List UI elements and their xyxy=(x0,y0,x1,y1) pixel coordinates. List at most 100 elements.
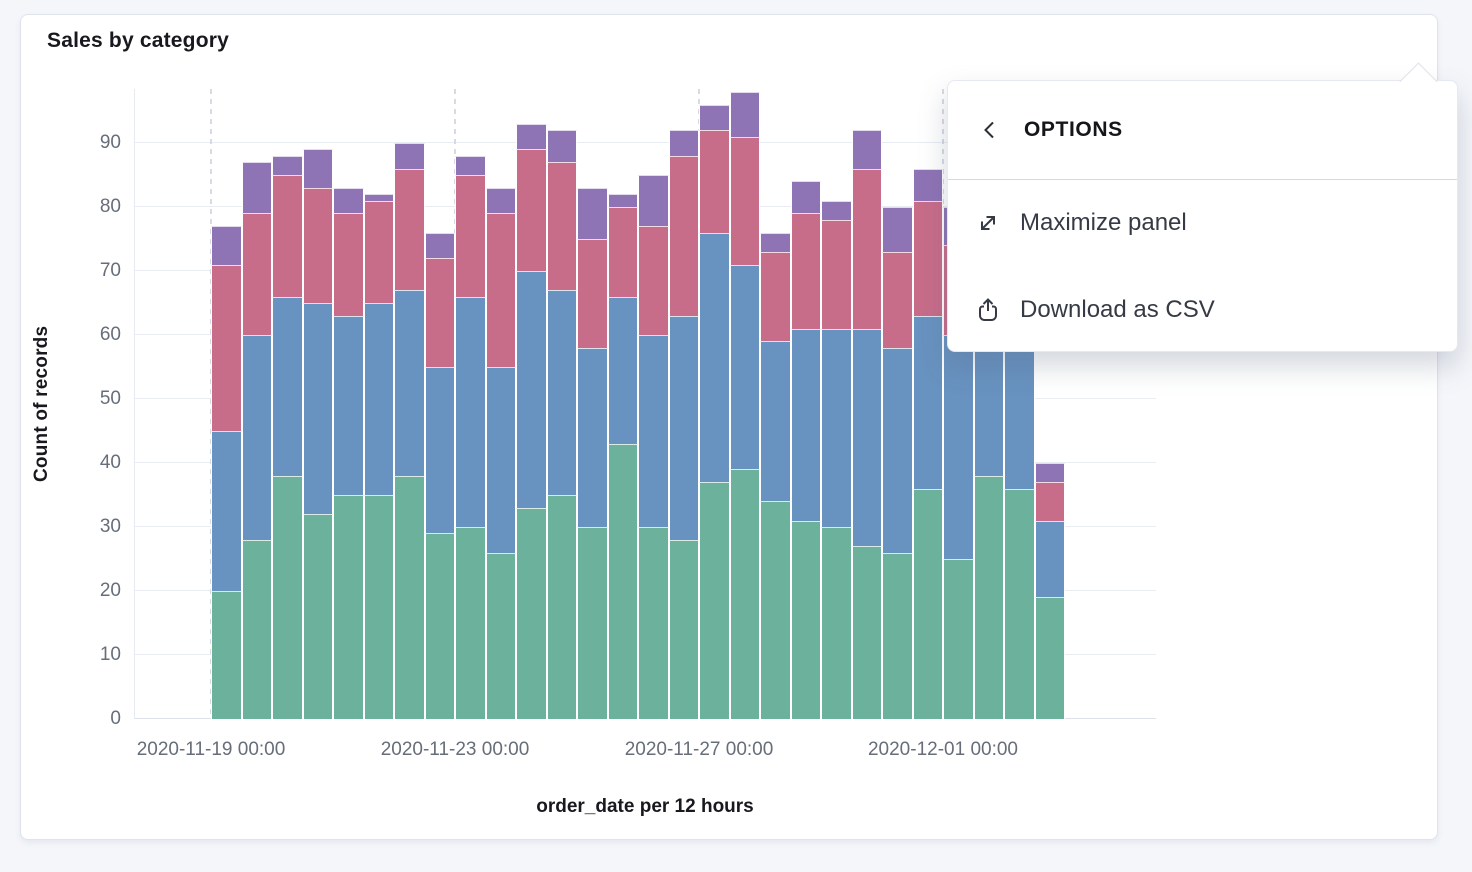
bar-segment-purple[interactable] xyxy=(272,155,303,176)
bar-segment-blue[interactable] xyxy=(241,335,272,540)
bar-segment-red[interactable] xyxy=(485,213,516,368)
bar-segment-green[interactable] xyxy=(516,507,547,719)
bar-segment-green[interactable] xyxy=(638,527,669,719)
bar-segment-blue[interactable] xyxy=(516,271,547,508)
bar-segment-purple[interactable] xyxy=(485,187,516,214)
bar-column[interactable] xyxy=(272,155,303,719)
bar-segment-red[interactable] xyxy=(241,213,272,336)
bar-segment-blue[interactable] xyxy=(882,347,913,553)
bar-column[interactable] xyxy=(241,162,272,719)
bar-segment-purple[interactable] xyxy=(882,207,913,252)
bar-segment-red[interactable] xyxy=(424,258,455,368)
bar-segment-blue[interactable] xyxy=(607,296,638,444)
bar-segment-green[interactable] xyxy=(211,591,242,719)
bar-segment-red[interactable] xyxy=(912,200,943,316)
bar-segment-blue[interactable] xyxy=(424,367,455,534)
bar-segment-blue[interactable] xyxy=(302,303,333,515)
bar-segment-purple[interactable] xyxy=(546,130,577,163)
bar-segment-blue[interactable] xyxy=(272,296,303,476)
bar-segment-red[interactable] xyxy=(851,168,882,329)
bar-column[interactable] xyxy=(516,123,547,719)
bar-column[interactable] xyxy=(638,175,669,719)
bar-segment-green[interactable] xyxy=(821,527,852,719)
context-menu-back-button[interactable]: OPTIONS xyxy=(948,81,1457,179)
bar-column[interactable] xyxy=(882,207,913,719)
bar-segment-purple[interactable] xyxy=(211,226,242,265)
bar-segment-red[interactable] xyxy=(455,175,486,297)
bar-segment-red[interactable] xyxy=(607,207,638,297)
bar-segment-red[interactable] xyxy=(1034,482,1065,521)
bar-segment-blue[interactable] xyxy=(821,328,852,527)
bar-segment-green[interactable] xyxy=(607,443,638,719)
bar-column[interactable] xyxy=(668,130,699,719)
bar-segment-green[interactable] xyxy=(699,482,730,719)
bar-segment-purple[interactable] xyxy=(607,194,638,208)
bar-column[interactable] xyxy=(302,149,333,719)
bar-segment-green[interactable] xyxy=(455,527,486,719)
bar-segment-red[interactable] xyxy=(638,226,669,335)
bar-segment-purple[interactable] xyxy=(668,130,699,156)
bar-column[interactable] xyxy=(699,104,730,719)
bar-segment-green[interactable] xyxy=(790,520,821,719)
bar-segment-blue[interactable] xyxy=(943,335,974,559)
bar-column[interactable] xyxy=(821,200,852,719)
bar-column[interactable] xyxy=(912,168,943,719)
bar-segment-purple[interactable] xyxy=(729,91,760,137)
bar-segment-purple[interactable] xyxy=(333,187,364,214)
bar-segment-purple[interactable] xyxy=(241,162,272,214)
bar-segment-blue[interactable] xyxy=(729,264,760,470)
bar-column[interactable] xyxy=(363,194,394,719)
bar-segment-purple[interactable] xyxy=(424,232,455,259)
bar-segment-blue[interactable] xyxy=(851,328,882,547)
bar-segment-purple[interactable] xyxy=(455,155,486,176)
bar-segment-purple[interactable] xyxy=(760,232,791,252)
bar-segment-blue[interactable] xyxy=(668,315,699,540)
bar-segment-purple[interactable] xyxy=(577,187,608,240)
bar-segment-green[interactable] xyxy=(668,539,699,719)
bar-column[interactable] xyxy=(729,91,760,719)
bar-segment-green[interactable] xyxy=(1004,488,1035,719)
bar-column[interactable] xyxy=(211,226,242,719)
bar-segment-blue[interactable] xyxy=(577,347,608,527)
bar-column[interactable] xyxy=(790,181,821,719)
bar-segment-purple[interactable] xyxy=(790,181,821,214)
bar-segment-blue[interactable] xyxy=(211,431,242,591)
bar-segment-green[interactable] xyxy=(424,533,455,719)
bar-segment-red[interactable] xyxy=(668,155,699,316)
bar-column[interactable] xyxy=(851,130,882,719)
menu-item-maximize-panel[interactable]: Maximize panel xyxy=(948,180,1457,267)
bar-segment-purple[interactable] xyxy=(851,130,882,169)
bar-segment-purple[interactable] xyxy=(302,149,333,188)
bar-segment-red[interactable] xyxy=(302,187,333,304)
bar-segment-green[interactable] xyxy=(577,527,608,719)
bar-segment-red[interactable] xyxy=(272,175,303,297)
bar-segment-red[interactable] xyxy=(546,162,577,291)
bar-segment-green[interactable] xyxy=(729,469,760,719)
bar-segment-green[interactable] xyxy=(882,552,913,719)
bar-segment-blue[interactable] xyxy=(760,341,791,502)
bar-segment-red[interactable] xyxy=(516,149,547,272)
bar-segment-red[interactable] xyxy=(699,130,730,233)
bar-segment-green[interactable] xyxy=(485,552,516,719)
bar-segment-green[interactable] xyxy=(760,501,791,719)
bar-segment-purple[interactable] xyxy=(394,143,425,169)
bar-segment-red[interactable] xyxy=(821,219,852,329)
bar-segment-green[interactable] xyxy=(272,475,303,719)
menu-item-download-csv[interactable]: Download as CSV xyxy=(948,267,1457,354)
bar-segment-blue[interactable] xyxy=(1034,520,1065,598)
bar-segment-red[interactable] xyxy=(363,200,394,303)
bar-segment-green[interactable] xyxy=(394,475,425,719)
bar-segment-blue[interactable] xyxy=(485,367,516,553)
bar-column[interactable] xyxy=(607,194,638,719)
bar-segment-purple[interactable] xyxy=(638,175,669,227)
bar-segment-blue[interactable] xyxy=(638,335,669,527)
bar-segment-purple[interactable] xyxy=(699,104,730,131)
bar-segment-green[interactable] xyxy=(333,495,364,719)
bar-segment-purple[interactable] xyxy=(821,200,852,220)
bar-column[interactable] xyxy=(424,232,455,719)
bar-column[interactable] xyxy=(577,187,608,719)
bar-column[interactable] xyxy=(760,232,791,719)
bar-segment-blue[interactable] xyxy=(333,315,364,495)
bar-segment-green[interactable] xyxy=(912,488,943,719)
bar-segment-green[interactable] xyxy=(943,559,974,719)
